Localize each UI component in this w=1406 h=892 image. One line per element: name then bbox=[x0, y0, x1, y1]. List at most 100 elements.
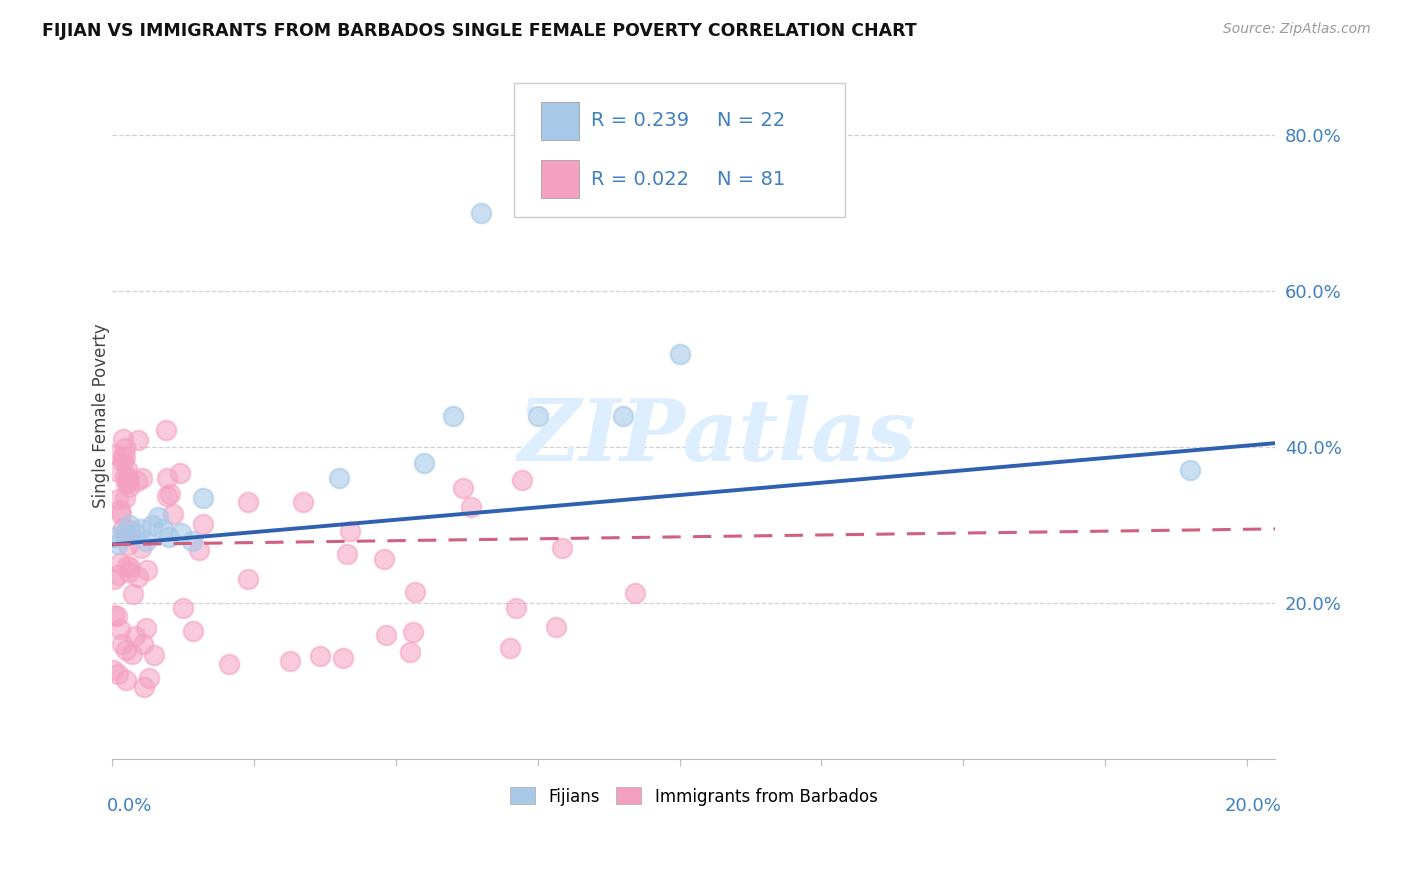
Point bbox=[441, 409, 464, 423]
Point bbox=[328, 471, 350, 485]
Point bbox=[105, 609, 128, 624]
Point bbox=[103, 608, 125, 623]
Point bbox=[162, 507, 184, 521]
Text: N = 81: N = 81 bbox=[717, 169, 786, 189]
Point bbox=[132, 637, 155, 651]
Point bbox=[460, 500, 482, 515]
Point bbox=[505, 601, 527, 615]
FancyBboxPatch shape bbox=[541, 102, 579, 140]
Point bbox=[114, 470, 136, 484]
Point bbox=[135, 563, 157, 577]
Point bbox=[107, 491, 129, 506]
Point bbox=[1178, 463, 1201, 477]
Point bbox=[104, 464, 127, 478]
Point bbox=[107, 537, 129, 551]
Point bbox=[551, 541, 574, 556]
Point bbox=[510, 473, 533, 487]
Point bbox=[623, 586, 645, 600]
Point bbox=[121, 647, 143, 661]
Point bbox=[336, 547, 359, 561]
Point bbox=[278, 654, 301, 668]
Point bbox=[129, 541, 152, 555]
Point bbox=[107, 667, 129, 681]
Point bbox=[124, 629, 146, 643]
Point bbox=[129, 522, 152, 536]
Point bbox=[413, 456, 436, 470]
Point bbox=[172, 601, 194, 615]
Point bbox=[451, 482, 474, 496]
Point bbox=[146, 510, 169, 524]
Point bbox=[101, 663, 124, 677]
Point bbox=[110, 507, 132, 521]
FancyBboxPatch shape bbox=[513, 83, 845, 217]
Point bbox=[118, 518, 141, 533]
Point bbox=[115, 558, 138, 573]
Point bbox=[104, 530, 127, 544]
Point bbox=[159, 487, 181, 501]
Point bbox=[115, 462, 138, 476]
Point bbox=[141, 518, 163, 533]
Point bbox=[135, 533, 157, 548]
Point bbox=[612, 409, 634, 423]
Point bbox=[112, 450, 135, 464]
Legend: Fijians, Immigrants from Barbados: Fijians, Immigrants from Barbados bbox=[503, 780, 884, 813]
Point bbox=[332, 651, 354, 665]
Point bbox=[138, 671, 160, 685]
Point bbox=[107, 568, 129, 582]
Point bbox=[373, 552, 395, 566]
Text: ZIPatlas: ZIPatlas bbox=[517, 394, 917, 478]
Point bbox=[114, 450, 136, 464]
Point bbox=[142, 648, 165, 662]
Point bbox=[668, 346, 690, 360]
FancyBboxPatch shape bbox=[541, 161, 579, 198]
Text: Source: ZipAtlas.com: Source: ZipAtlas.com bbox=[1223, 22, 1371, 37]
Text: FIJIAN VS IMMIGRANTS FROM BARBADOS SINGLE FEMALE POVERTY CORRELATION CHART: FIJIAN VS IMMIGRANTS FROM BARBADOS SINGL… bbox=[42, 22, 917, 40]
Point bbox=[169, 525, 191, 540]
Point bbox=[156, 489, 179, 503]
Point bbox=[115, 673, 138, 687]
Point bbox=[339, 524, 361, 538]
Point bbox=[156, 470, 179, 484]
Point bbox=[218, 657, 240, 671]
Point bbox=[236, 572, 259, 586]
Point bbox=[498, 640, 520, 655]
Point bbox=[111, 454, 134, 468]
Point bbox=[118, 565, 141, 579]
Point bbox=[169, 467, 191, 481]
Point bbox=[114, 476, 136, 491]
Point bbox=[118, 559, 141, 574]
Point bbox=[309, 649, 332, 664]
Point bbox=[191, 517, 214, 532]
Point bbox=[117, 538, 139, 552]
Text: 0.0%: 0.0% bbox=[107, 797, 152, 814]
Point bbox=[527, 409, 550, 423]
Point bbox=[152, 522, 174, 536]
Point bbox=[111, 637, 134, 651]
Text: N = 22: N = 22 bbox=[717, 112, 786, 130]
Point bbox=[292, 494, 315, 508]
Point bbox=[399, 645, 422, 659]
Point bbox=[115, 529, 138, 543]
Point bbox=[111, 432, 134, 446]
Point bbox=[157, 530, 180, 544]
Point bbox=[125, 475, 148, 489]
Point bbox=[118, 480, 141, 494]
Point bbox=[127, 570, 149, 584]
Point bbox=[111, 520, 134, 534]
Point bbox=[103, 572, 125, 586]
Y-axis label: Single Female Poverty: Single Female Poverty bbox=[93, 324, 110, 508]
Point bbox=[188, 543, 211, 558]
Point bbox=[135, 621, 157, 635]
Point bbox=[131, 470, 153, 484]
Point bbox=[108, 556, 131, 570]
Point bbox=[114, 491, 136, 505]
Point bbox=[115, 642, 138, 657]
Point bbox=[132, 680, 155, 694]
Point bbox=[127, 433, 149, 447]
Point bbox=[108, 622, 131, 636]
Point bbox=[374, 628, 396, 642]
Point bbox=[103, 446, 125, 460]
Point bbox=[193, 491, 215, 505]
Point bbox=[124, 525, 146, 540]
Point bbox=[404, 585, 426, 599]
